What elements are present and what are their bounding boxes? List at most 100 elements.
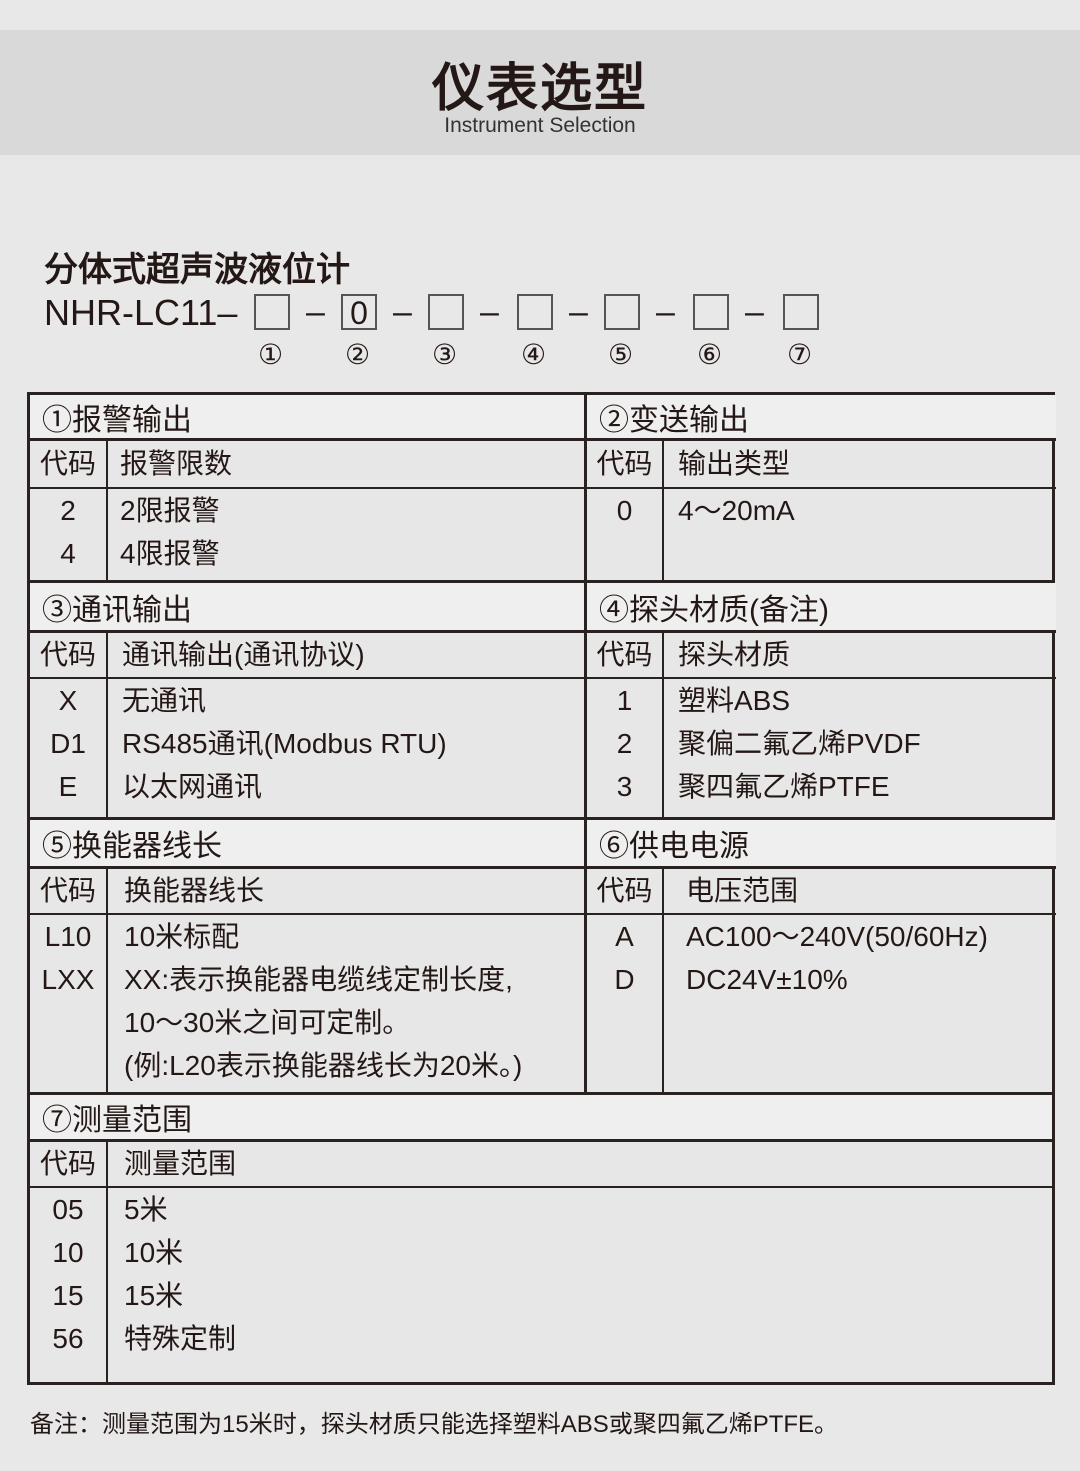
desc-column: 4～20mA bbox=[678, 489, 1056, 583]
code-slot-box bbox=[428, 294, 464, 330]
desc-cell: RS485通讯(Modbus RTU) bbox=[122, 728, 447, 759]
code-cell: 2 bbox=[60, 495, 76, 526]
desc-cell: AC100～240V(50/60Hz) bbox=[686, 921, 988, 952]
desc-cell: 塑料ABS bbox=[678, 685, 791, 716]
code-cell: A bbox=[615, 921, 634, 952]
desc-column-header: 报警限数 bbox=[120, 448, 233, 479]
code-cell: 05 bbox=[52, 1194, 84, 1225]
slot-separator: – bbox=[569, 293, 588, 331]
code-column: X D1 E bbox=[30, 679, 108, 820]
desc-column: 无通讯 RS485通讯(Modbus RTU) 以太网通讯 bbox=[122, 679, 584, 820]
section-body: A D AC100～240V(50/60Hz) DC24V±10% bbox=[587, 915, 1056, 1095]
section-title: ④探头材质(备注) bbox=[587, 583, 1056, 633]
code-column: 05 10 15 56 bbox=[30, 1188, 108, 1382]
desc-column-header: 电压范围 bbox=[686, 875, 799, 906]
section-panel: ⑥供电电源 代码 电压范围 A D AC100～240V(50/60Hz) DC24V±10… bbox=[587, 820, 1056, 1095]
code-slot-box bbox=[254, 294, 290, 330]
desc-column: 5米 10米 15米 特殊定制 bbox=[124, 1188, 1052, 1382]
selection-table: ①报警输出 代码 报警限数 2 4 2限报警 4限报警 ②变送输出 代码 输出类型 0 4～20mA ③… bbox=[27, 392, 1056, 1385]
code-column: L10 LXX bbox=[30, 915, 108, 1095]
code-slot-box bbox=[693, 294, 729, 330]
slot-separator: – bbox=[306, 293, 325, 331]
code-cell: 4 bbox=[60, 538, 76, 569]
code-cell: LXX bbox=[41, 964, 95, 995]
code-cell: 2 bbox=[616, 728, 633, 759]
desc-cell: DC24V±10% bbox=[686, 964, 848, 995]
code-column-header: 代码 bbox=[30, 869, 108, 913]
section-title: ⑦测量范围 bbox=[30, 1095, 1052, 1142]
section-panel: ③通讯输出 代码 通讯输出(通讯协议) X D1 E 无通讯 RS485通讯(Modbus R… bbox=[30, 583, 584, 820]
desc-cell: 15米 bbox=[124, 1280, 184, 1311]
code-column: 1 2 3 bbox=[587, 679, 664, 820]
slot-separator: – bbox=[745, 293, 764, 331]
page-title: 仪表选型 bbox=[431, 60, 648, 118]
section-panel: ④探头材质(备注) 代码 探头材质 1 2 3 塑料ABS 聚偏二氟乙烯PVDF 聚四氟乙烯PT… bbox=[587, 583, 1056, 820]
section-title: ②变送输出 bbox=[587, 395, 1056, 441]
code-column-header: 代码 bbox=[30, 633, 108, 677]
code-column-header: 代码 bbox=[30, 441, 108, 487]
code-column-header: 代码 bbox=[587, 441, 664, 487]
model-prefix: NHR-LC11– bbox=[44, 292, 238, 333]
column-header-row: 代码 输出类型 bbox=[587, 441, 1056, 489]
desc-cell: 以太网通讯 bbox=[122, 771, 263, 802]
section-divider bbox=[30, 1092, 1052, 1095]
section-body: 05 10 15 56 5米 10米 15米 特殊定制 bbox=[30, 1188, 1052, 1382]
column-header-row: 代码 探头材质 bbox=[587, 633, 1056, 679]
code-cell: D1 bbox=[50, 728, 86, 759]
desc-cell: 10～30米之间可定制。 bbox=[124, 1007, 411, 1038]
code-cell: D bbox=[614, 964, 635, 995]
section-body: 2 4 2限报警 4限报警 bbox=[30, 489, 584, 583]
desc-cell: 4～20mA bbox=[678, 495, 795, 526]
slot-number: ② bbox=[345, 339, 371, 370]
code-column-header: 代码 bbox=[30, 1142, 108, 1186]
desc-cell: 聚偏二氟乙烯PVDF bbox=[678, 728, 921, 759]
column-divider bbox=[584, 820, 587, 1095]
section-divider bbox=[30, 580, 1052, 583]
code-slot-box bbox=[604, 294, 640, 330]
column-header-row: 代码 报警限数 bbox=[30, 441, 584, 489]
column-header-row: 代码 电压范围 bbox=[587, 869, 1056, 915]
code-cell: 15 bbox=[52, 1280, 84, 1311]
code-cell: E bbox=[58, 771, 78, 802]
desc-column: 2限报警 4限报警 bbox=[120, 489, 584, 583]
desc-cell: XX:表示换能器电缆线定制长度, bbox=[124, 964, 513, 995]
slot-number: ⑤ bbox=[608, 339, 634, 370]
slot-number: ⑦ bbox=[787, 339, 813, 370]
section-panel: ①报警输出 代码 报警限数 2 4 2限报警 4限报警 bbox=[30, 395, 584, 583]
code-slot-box bbox=[517, 294, 553, 330]
code-column: 0 bbox=[587, 489, 664, 583]
section-title: ①报警输出 bbox=[30, 395, 584, 441]
slot-separator: – bbox=[656, 293, 675, 331]
desc-cell: 无通讯 bbox=[122, 685, 207, 716]
desc-column: 10米标配 XX:表示换能器电缆线定制长度, 10～30米之间可定制。 (例:L20表… bbox=[124, 915, 584, 1095]
desc-column: 塑料ABS 聚偏二氟乙烯PVDF 聚四氟乙烯PTFE bbox=[678, 679, 1056, 820]
desc-column-header: 换能器线长 bbox=[124, 875, 265, 906]
column-header-row: 代码 换能器线长 bbox=[30, 869, 584, 915]
page-subtitle: Instrument Selection bbox=[444, 114, 636, 137]
section-panel: ⑤换能器线长 代码 换能器线长 L10 LXX 10米标配 XX:表示换能器电缆线定制长度,… bbox=[30, 820, 584, 1095]
slot-separator: – bbox=[480, 293, 499, 331]
column-divider bbox=[584, 583, 587, 820]
desc-cell: 10米 bbox=[124, 1237, 184, 1268]
code-cell: 3 bbox=[616, 771, 633, 802]
section-title: ⑤换能器线长 bbox=[30, 820, 584, 869]
code-cell: L10 bbox=[44, 921, 92, 952]
slot-separator: – bbox=[393, 293, 412, 331]
code-slot-box: 0 bbox=[341, 294, 377, 330]
desc-cell: 5米 bbox=[124, 1194, 168, 1225]
column-header-row: 代码 测量范围 bbox=[30, 1142, 1052, 1188]
section-body: 1 2 3 塑料ABS 聚偏二氟乙烯PVDF 聚四氟乙烯PTFE bbox=[587, 679, 1056, 820]
desc-column-header: 探头材质 bbox=[678, 639, 791, 670]
code-cell-spacer bbox=[30, 1044, 106, 1087]
section-title: ⑥供电电源 bbox=[587, 820, 1056, 869]
footnote: 备注：测量范围为15米时，探头材质只能选择塑料ABS或聚四氟乙烯PTFE。 bbox=[30, 1411, 839, 1438]
code-cell: 0 bbox=[616, 495, 633, 526]
slot-number: ③ bbox=[432, 339, 458, 370]
code-cell: X bbox=[58, 685, 78, 716]
desc-cell: 4限报警 bbox=[120, 538, 220, 569]
header-bar bbox=[0, 30, 1080, 155]
desc-column-header: 测量范围 bbox=[124, 1148, 237, 1179]
section-title: ③通讯输出 bbox=[30, 583, 584, 633]
column-header-row: 代码 通讯输出(通讯协议) bbox=[30, 633, 584, 679]
